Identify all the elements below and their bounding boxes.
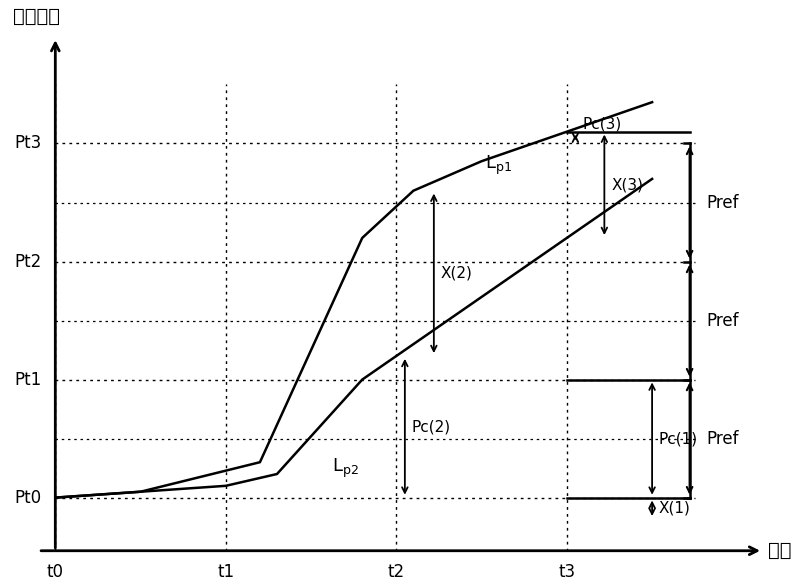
Text: Pt2: Pt2 <box>14 252 42 271</box>
Text: Pref: Pref <box>706 430 739 448</box>
Text: t0: t0 <box>47 562 64 581</box>
Text: Pref: Pref <box>706 312 739 329</box>
Text: X(2): X(2) <box>441 266 473 281</box>
Text: t3: t3 <box>558 562 575 581</box>
Text: Pc(3): Pc(3) <box>582 117 622 131</box>
Text: Pt3: Pt3 <box>14 134 42 153</box>
Text: Pt0: Pt0 <box>14 488 42 507</box>
Text: Pc(1): Pc(1) <box>659 431 698 446</box>
Text: Pc(2): Pc(2) <box>412 419 451 434</box>
Text: 时间: 时间 <box>768 541 791 560</box>
Text: $\mathregular{L}_{\mathregular{p1}}$: $\mathregular{L}_{\mathregular{p1}}$ <box>485 153 512 177</box>
Text: 反馈脉冲: 反馈脉冲 <box>13 6 60 25</box>
Text: Pref: Pref <box>706 194 739 211</box>
Text: Pt1: Pt1 <box>14 370 42 389</box>
Text: $\mathregular{L}_{\mathregular{p2}}$: $\mathregular{L}_{\mathregular{p2}}$ <box>331 456 358 480</box>
Text: t1: t1 <box>218 562 234 581</box>
Text: X(3): X(3) <box>611 177 643 193</box>
Text: t2: t2 <box>388 562 405 581</box>
Text: X(1): X(1) <box>659 501 690 516</box>
